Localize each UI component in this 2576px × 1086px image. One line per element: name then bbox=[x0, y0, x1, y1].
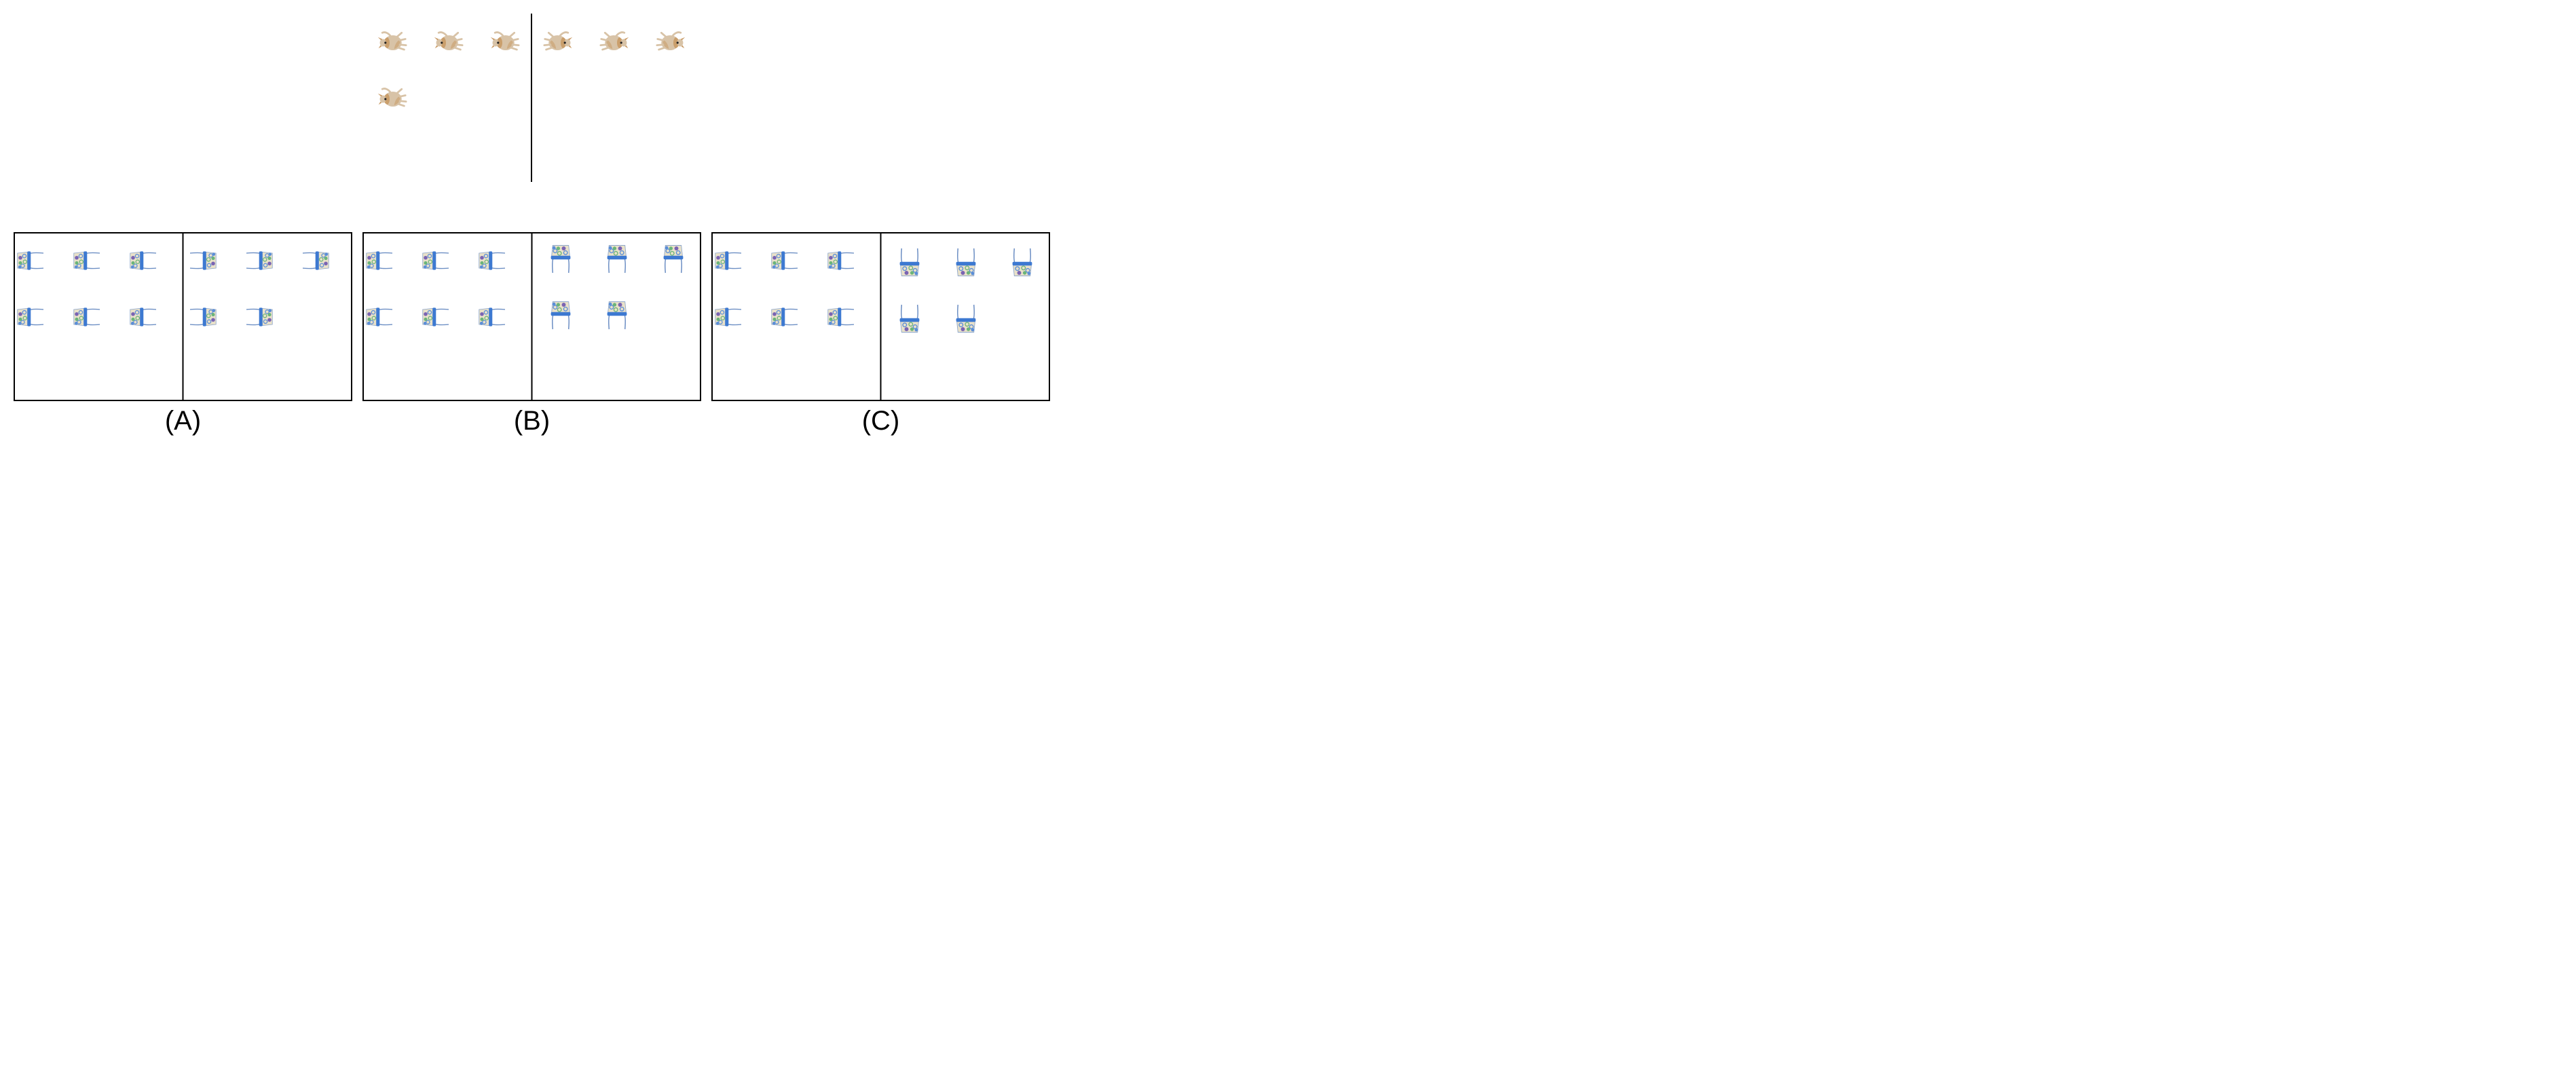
basket-icon bbox=[129, 307, 157, 327]
basket-icon bbox=[770, 250, 798, 271]
reference-panel bbox=[377, 14, 686, 182]
basket-icon bbox=[550, 244, 572, 274]
option-a-right-group bbox=[189, 250, 330, 327]
option-c-right-group bbox=[899, 248, 1033, 333]
basket-icon bbox=[899, 304, 920, 333]
basket-icon bbox=[478, 307, 506, 327]
option-c-label: (C) bbox=[862, 406, 900, 436]
dog-icon bbox=[656, 31, 686, 52]
basket-icon bbox=[827, 250, 855, 271]
basket-icon bbox=[365, 250, 393, 271]
dog-icon bbox=[543, 31, 574, 52]
dog-icon bbox=[489, 31, 520, 52]
basket-icon bbox=[478, 250, 506, 271]
basket-icon bbox=[246, 250, 274, 271]
basket-icon bbox=[73, 250, 100, 271]
basket-icon bbox=[899, 248, 920, 277]
basket-icon bbox=[770, 307, 798, 327]
basket-icon bbox=[827, 307, 855, 327]
basket-icon bbox=[16, 250, 44, 271]
basket-icon bbox=[662, 244, 684, 274]
diagram-canvas: (A) (B) (C) bbox=[14, 14, 1050, 436]
option-b: (B) bbox=[362, 232, 701, 436]
basket-icon bbox=[422, 250, 449, 271]
basket-icon bbox=[714, 307, 742, 327]
basket-icon bbox=[606, 301, 628, 330]
basket-icon bbox=[955, 248, 977, 277]
option-b-label: (B) bbox=[514, 406, 550, 436]
basket-icon bbox=[189, 307, 217, 327]
basket-icon bbox=[550, 301, 572, 330]
option-b-left-group bbox=[365, 250, 506, 327]
basket-icon bbox=[16, 307, 44, 327]
basket-icon bbox=[422, 307, 449, 327]
option-a-label: (A) bbox=[165, 406, 201, 436]
reference-right-group bbox=[543, 31, 686, 52]
basket-icon bbox=[246, 307, 274, 327]
dog-icon bbox=[377, 31, 407, 52]
dog-icon bbox=[599, 31, 630, 52]
dog-icon bbox=[377, 88, 407, 108]
reference-left-group bbox=[377, 31, 520, 108]
basket-icon bbox=[189, 250, 217, 271]
option-b-right-group bbox=[550, 244, 684, 330]
basket-icon bbox=[714, 250, 742, 271]
option-a-left-group bbox=[16, 250, 157, 327]
basket-icon bbox=[129, 250, 157, 271]
basket-icon bbox=[302, 250, 330, 271]
basket-icon bbox=[1011, 248, 1033, 277]
dog-icon bbox=[433, 31, 464, 52]
option-c-left-group bbox=[714, 250, 855, 327]
diagram-root: (A) (B) (C) bbox=[0, 0, 1064, 449]
basket-icon bbox=[606, 244, 628, 274]
option-a: (A) bbox=[14, 232, 352, 436]
basket-icon bbox=[73, 307, 100, 327]
basket-icon bbox=[955, 304, 977, 333]
basket-icon bbox=[365, 307, 393, 327]
option-c: (C) bbox=[711, 232, 1050, 436]
